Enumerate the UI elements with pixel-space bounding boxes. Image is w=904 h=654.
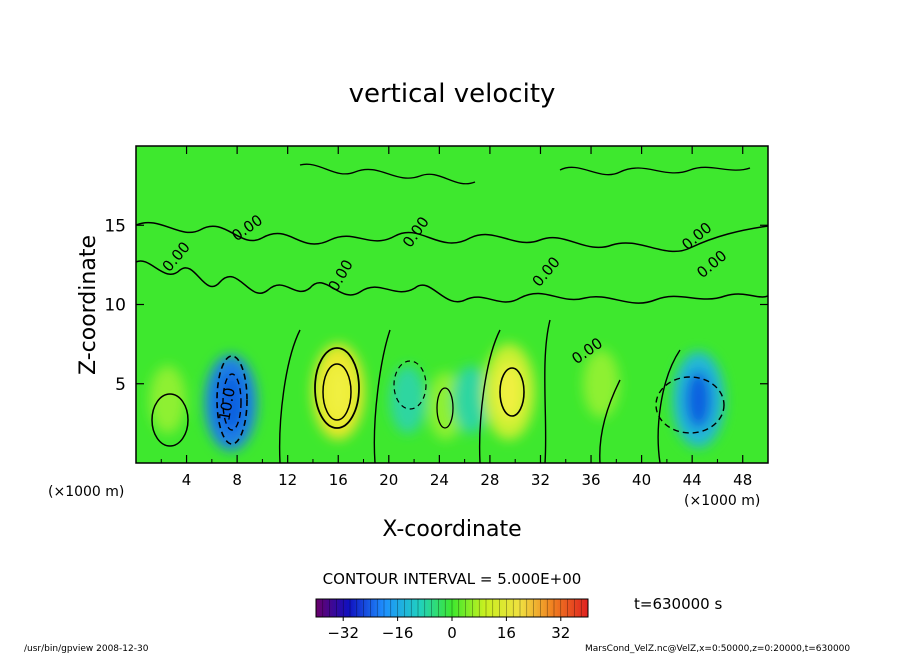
colorbar-tick-label: 16 <box>497 624 516 642</box>
x-tick-label: 28 <box>480 471 499 489</box>
x-tick-label: 48 <box>733 471 752 489</box>
footer-left: /usr/bin/gpview 2008-12-30 <box>24 644 149 654</box>
colorbar-tick-label: −32 <box>327 624 359 642</box>
x-tick-label: 40 <box>632 471 651 489</box>
x-tick-label: 44 <box>683 471 702 489</box>
x-tick-label: 20 <box>379 471 398 489</box>
y-tick-label: 15 <box>104 216 126 236</box>
y-axis: 5 10 15 <box>104 216 768 395</box>
field-feature <box>389 365 426 434</box>
chart-title: vertical velocity <box>349 79 556 109</box>
x-axis: 4 8 12 16 20 24 28 32 36 40 44 48 <box>160 146 752 489</box>
contour-line <box>314 347 360 429</box>
contour-line <box>299 163 476 185</box>
x-axis-label: X-coordinate <box>382 517 521 542</box>
time-label: t=630000 s <box>634 595 722 613</box>
contour-line <box>499 367 525 417</box>
field-feature <box>452 365 489 434</box>
x-tick-label: 12 <box>278 471 297 489</box>
contour-line <box>216 355 248 445</box>
contour-line <box>222 373 242 431</box>
contour-line <box>151 393 189 447</box>
y-axis-label: Z-coordinate <box>76 235 101 375</box>
footer-right: MarsCond_VelZ.nc@VelZ,x=0:50000,z=0:2000… <box>585 644 850 654</box>
contour-line <box>393 360 427 410</box>
x-unit-right: (×1000 m) <box>684 493 760 509</box>
contour-line <box>559 166 751 176</box>
x-tick-label: 36 <box>581 471 600 489</box>
x-unit-left: (×1000 m) <box>48 484 124 500</box>
contour-line <box>278 319 681 463</box>
x-tick-label: 16 <box>329 471 348 489</box>
x-tick-label: 24 <box>430 471 449 489</box>
colorbar-tick-label: 32 <box>551 624 570 642</box>
field-feature-core <box>325 362 352 421</box>
colorbar-ticks: −32 −16 0 16 32 <box>315 599 589 642</box>
contour-label: 10.0 <box>215 386 239 422</box>
field-feature-core <box>685 370 712 429</box>
contour-line <box>655 376 725 434</box>
x-tick-label: 8 <box>232 471 242 489</box>
colorbar-tick-label: 0 <box>447 624 457 642</box>
x-tick-label: 32 <box>531 471 550 489</box>
x-tick-label: 4 <box>182 471 192 489</box>
contour-line <box>436 387 454 429</box>
contour-line <box>322 363 352 421</box>
contour-line <box>136 222 768 253</box>
colorbar-tick-label: −16 <box>382 624 414 642</box>
y-tick-label: 10 <box>104 296 126 316</box>
contour-interval: CONTOUR INTERVAL = 5.000E+00 <box>323 570 582 588</box>
contour-line <box>136 260 768 304</box>
y-tick-label: 5 <box>115 375 126 395</box>
field-feature <box>149 365 186 434</box>
